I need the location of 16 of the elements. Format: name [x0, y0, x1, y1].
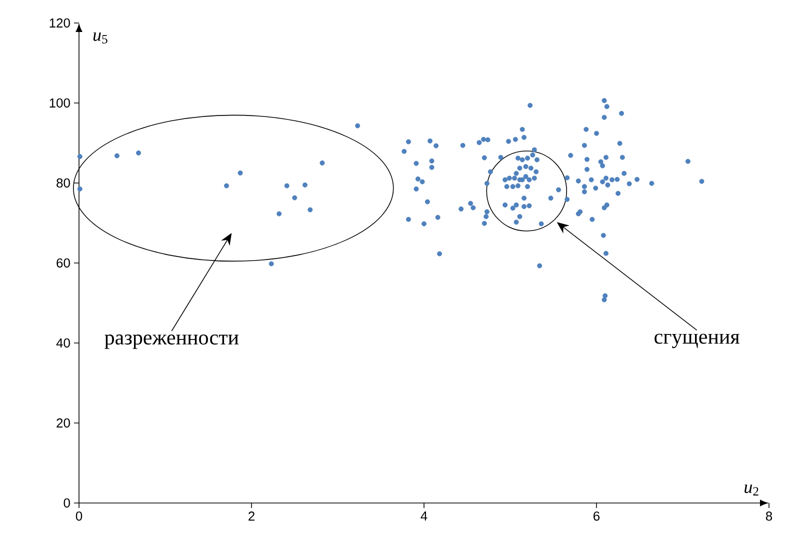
- y-tick-label: 100: [50, 98, 70, 108]
- y-axis-title: u$_{5}$: [93, 32, 108, 44]
- x-tick-label: 4: [420, 512, 428, 520]
- y-tick-label: 120: [50, 18, 70, 28]
- x-axis-title: u$_{2}$: [744, 484, 758, 496]
- annotation: разреженности: [104, 334, 239, 349]
- x-tick-label: 2: [248, 512, 254, 521]
- y-tick-label: 40: [56, 338, 70, 348]
- x-tick-label: 0: [76, 512, 82, 521]
- x-tick-label: 8: [766, 512, 772, 521]
- x-tick-label: 6: [594, 512, 600, 521]
- annotation: сгущения: [654, 334, 740, 348]
- y-tick-label: 80: [56, 178, 70, 188]
- y-tick-label: 0: [64, 498, 70, 508]
- y-tick-label: 20: [56, 418, 70, 428]
- y-tick-label: 60: [56, 258, 70, 268]
